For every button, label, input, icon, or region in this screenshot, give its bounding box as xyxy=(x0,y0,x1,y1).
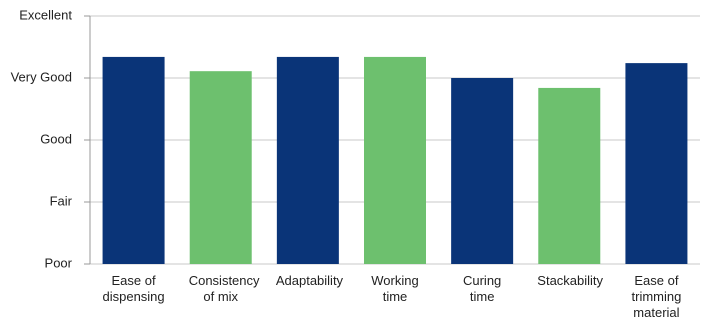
bar xyxy=(364,56,426,264)
bar xyxy=(276,56,339,264)
x-tick-label: Stackability xyxy=(537,273,604,288)
bar xyxy=(189,71,252,265)
y-tick-label: Good xyxy=(40,131,72,146)
y-tick-label: Fair xyxy=(50,193,73,208)
bar xyxy=(451,78,514,264)
y-tick-label: Very Good xyxy=(11,69,72,84)
x-tick-label: Curing time xyxy=(462,273,502,304)
x-tick-label: Adaptability xyxy=(275,273,344,288)
x-tick-label: Ease of dispensing xyxy=(102,273,165,304)
y-tick-label: Excellent xyxy=(19,7,72,22)
x-tick-label: Consistency of mix xyxy=(188,273,260,304)
bar xyxy=(538,87,601,264)
y-tick-label: Poor xyxy=(45,255,73,270)
bar xyxy=(625,63,688,265)
x-tick-label: Ease of trimming material xyxy=(631,273,682,320)
x-tick-label: Working time xyxy=(371,273,419,304)
bar xyxy=(102,56,165,264)
